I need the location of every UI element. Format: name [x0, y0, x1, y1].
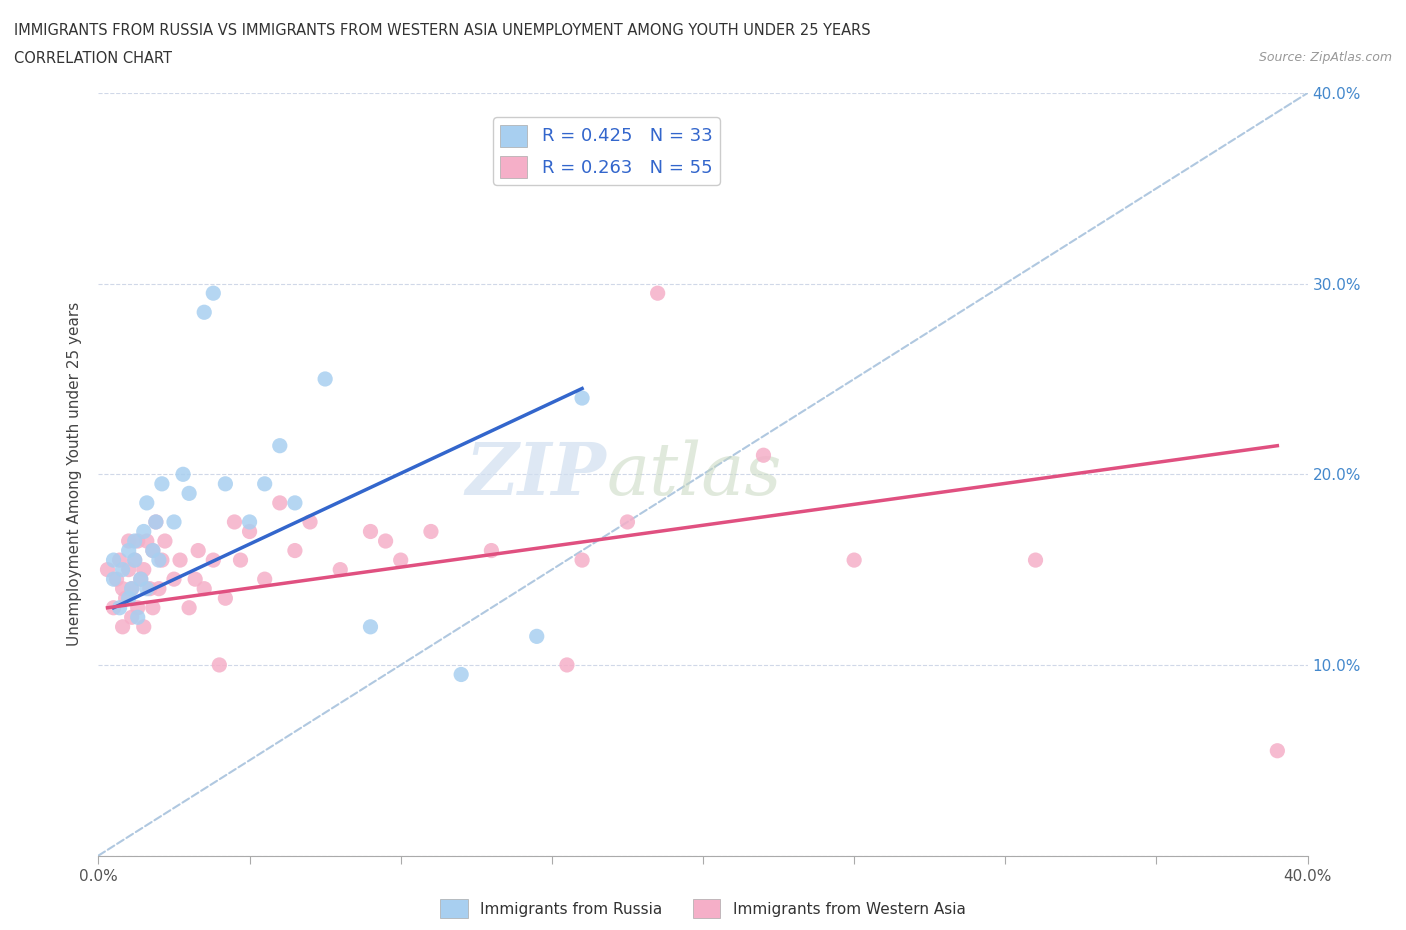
Point: [163, 514, 186, 529]
Point: [526, 629, 548, 644]
Point: [179, 601, 201, 616]
Point: [253, 572, 276, 587]
Text: CORRELATION CHART: CORRELATION CHART: [14, 51, 172, 66]
Point: [135, 534, 157, 549]
Point: [129, 572, 152, 587]
Point: [145, 514, 167, 529]
Text: atlas: atlas: [606, 439, 782, 510]
Point: [135, 496, 157, 511]
Point: [329, 562, 352, 577]
Point: [118, 534, 141, 549]
Point: [239, 514, 262, 529]
Point: [127, 601, 149, 616]
Point: [127, 610, 149, 625]
Point: [224, 514, 246, 529]
Point: [132, 562, 155, 577]
Point: [103, 552, 125, 567]
Point: [118, 591, 141, 605]
Text: IMMIGRANTS FROM RUSSIA VS IMMIGRANTS FROM WESTERN ASIA UNEMPLOYMENT AMONG YOUTH : IMMIGRANTS FROM RUSSIA VS IMMIGRANTS FRO…: [14, 23, 870, 38]
Point: [284, 496, 307, 511]
Point: [360, 525, 382, 539]
Point: [450, 667, 472, 682]
Y-axis label: Unemployment Among Youth under 25 years: Unemployment Among Youth under 25 years: [67, 302, 83, 646]
Point: [616, 514, 638, 529]
Point: [314, 371, 336, 387]
Point: [103, 601, 125, 616]
Point: [135, 581, 157, 596]
Point: [124, 552, 146, 567]
Point: [129, 572, 152, 587]
Point: [179, 485, 201, 500]
Point: [269, 438, 291, 453]
Point: [647, 286, 669, 300]
Point: [214, 591, 236, 605]
Point: [132, 525, 155, 539]
Point: [111, 619, 134, 634]
Point: [360, 619, 382, 634]
Point: [127, 534, 149, 549]
Point: [124, 534, 146, 549]
Point: [229, 552, 252, 567]
Point: [389, 552, 412, 567]
Point: [108, 601, 131, 616]
Point: [111, 581, 134, 596]
Point: [148, 552, 170, 567]
Point: [374, 534, 396, 549]
Point: [105, 572, 128, 587]
Point: [420, 525, 443, 539]
Point: [571, 552, 593, 567]
Point: [253, 476, 276, 491]
Point: [208, 658, 231, 672]
Point: [752, 448, 775, 463]
Point: [193, 305, 215, 320]
Point: [142, 543, 165, 558]
Legend: Immigrants from Russia, Immigrants from Western Asia: Immigrants from Russia, Immigrants from …: [434, 894, 972, 924]
Point: [571, 391, 593, 405]
Point: [481, 543, 503, 558]
Point: [118, 562, 141, 577]
Point: [163, 572, 186, 587]
Point: [121, 610, 143, 625]
Point: [299, 514, 322, 529]
Point: [555, 658, 578, 672]
Point: [1267, 743, 1289, 758]
Point: [1024, 552, 1046, 567]
Point: [114, 591, 136, 605]
Point: [844, 552, 866, 567]
Point: [269, 496, 291, 511]
Point: [121, 581, 143, 596]
Point: [150, 552, 173, 567]
Point: [142, 543, 165, 558]
Point: [111, 562, 134, 577]
Point: [214, 476, 236, 491]
Point: [187, 543, 209, 558]
Point: [150, 476, 173, 491]
Point: [124, 552, 146, 567]
Point: [96, 562, 118, 577]
Point: [145, 514, 167, 529]
Point: [148, 581, 170, 596]
Point: [142, 601, 165, 616]
Point: [239, 525, 262, 539]
Point: [103, 572, 125, 587]
Point: [184, 572, 207, 587]
Point: [132, 619, 155, 634]
Point: [139, 581, 162, 596]
Point: [193, 581, 215, 596]
Point: [153, 534, 176, 549]
Point: [202, 286, 225, 300]
Text: Source: ZipAtlas.com: Source: ZipAtlas.com: [1258, 51, 1392, 64]
Point: [121, 581, 143, 596]
Point: [108, 552, 131, 567]
Point: [202, 552, 225, 567]
Text: ZIP: ZIP: [465, 439, 606, 510]
Point: [169, 552, 191, 567]
Point: [172, 467, 194, 482]
Point: [118, 543, 141, 558]
Point: [284, 543, 307, 558]
